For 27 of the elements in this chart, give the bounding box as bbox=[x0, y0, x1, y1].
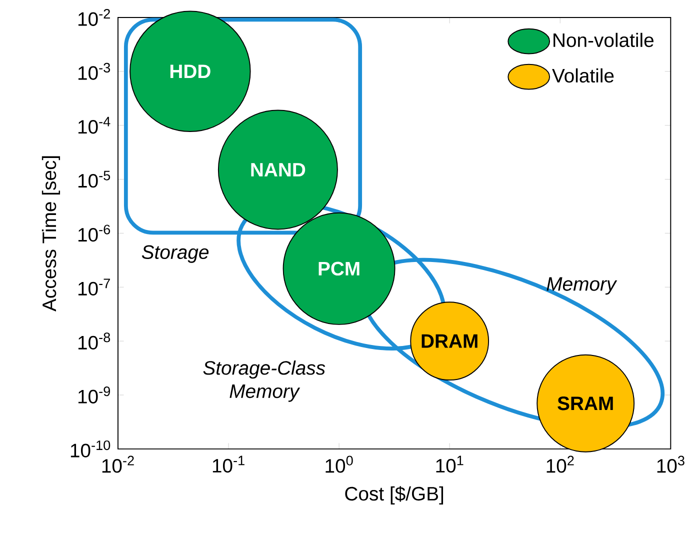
x-tick-label: 10$^{3}$ bbox=[657, 456, 684, 473]
annotation: HDD bbox=[170, 64, 210, 78]
x-tick-label: 10$^{0}$ bbox=[326, 456, 353, 473]
annotation: Memory bbox=[546, 277, 618, 295]
y-tick-label: 10$^{-9}$ bbox=[78, 386, 110, 404]
annotation: SRAM bbox=[558, 396, 613, 410]
x-tick-label: 10$^{-1}$ bbox=[212, 456, 244, 473]
annotation: DRAM bbox=[422, 334, 478, 348]
x-tick-label: 10$^{1}$ bbox=[436, 456, 464, 473]
annotation: PCM bbox=[318, 262, 360, 276]
y-tick-label: 10$^{-6}$ bbox=[78, 224, 110, 242]
legend-label: Volatile bbox=[552, 68, 614, 82]
annotation: NAND bbox=[251, 163, 306, 176]
annotation: Storage-Class Memory bbox=[203, 360, 326, 402]
y-tick-label: 10$^{-4}$ bbox=[78, 116, 110, 134]
x-axis-title: Cost [$/GB] bbox=[345, 486, 444, 504]
y-tick-label: 10$^{-8}$ bbox=[78, 332, 110, 350]
y-tick-label: 10$^{-2}$ bbox=[78, 8, 110, 26]
legend-label: Non-volatile bbox=[554, 32, 654, 47]
y-tick-label: 10$^{-10}$ bbox=[70, 440, 110, 458]
x-tick-label: 10$^{-2}$ bbox=[102, 456, 134, 473]
annotation: Storage bbox=[142, 245, 209, 263]
y-tick-label: 10$^{-5}$ bbox=[78, 170, 110, 188]
y-tick-label: 10$^{-3}$ bbox=[78, 62, 110, 80]
x-tick-label: 10$^{2}$ bbox=[546, 456, 574, 473]
y-tick-label: 10$^{-7}$ bbox=[78, 278, 110, 296]
y-axis-title: Access Time [sec] bbox=[42, 156, 60, 312]
